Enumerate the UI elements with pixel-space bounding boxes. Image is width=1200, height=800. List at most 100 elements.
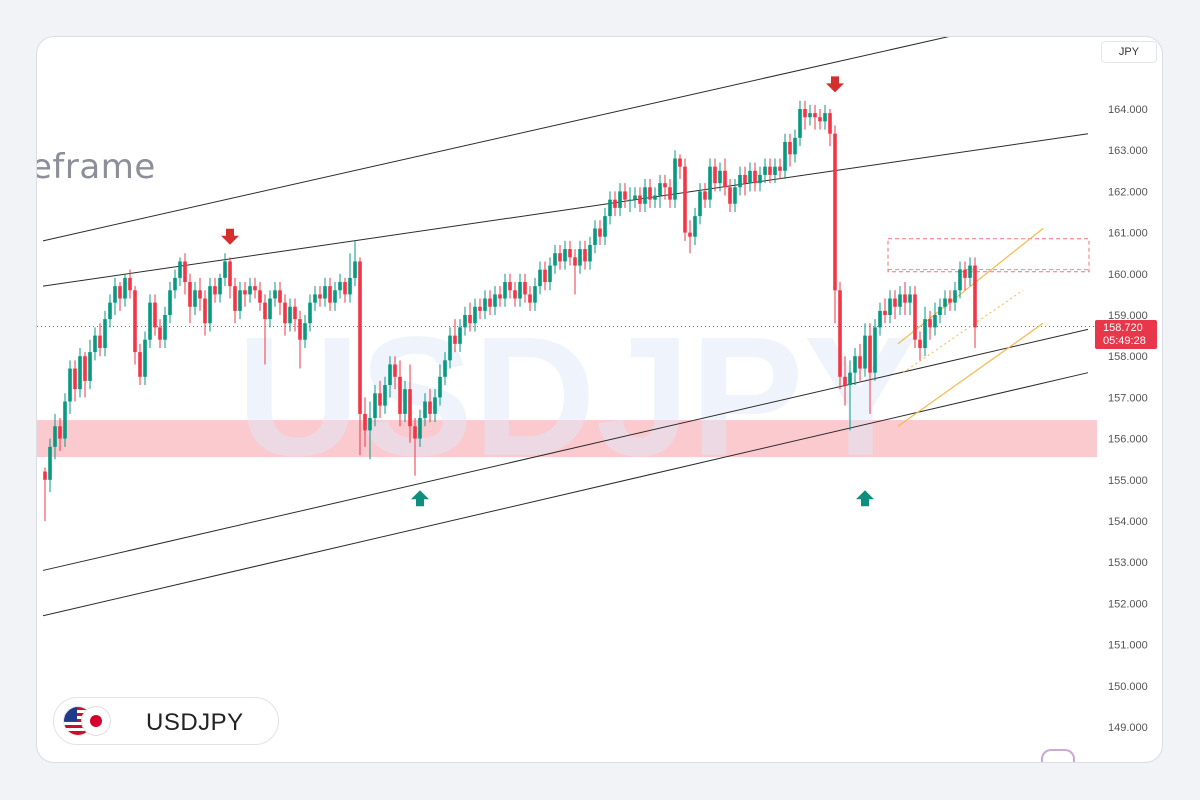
candle-body <box>523 282 527 295</box>
candle-body <box>403 389 407 414</box>
candle-body <box>838 290 842 377</box>
candle-body <box>538 269 542 287</box>
candle-body <box>938 306 942 315</box>
brand-logo-icon <box>1041 749 1075 762</box>
candle-body <box>673 158 677 200</box>
candle-body <box>918 339 922 348</box>
candle-body <box>543 269 547 283</box>
candle-body <box>883 310 887 315</box>
candle-body <box>603 216 607 237</box>
candle-body <box>468 315 472 324</box>
candle-body <box>903 294 907 303</box>
candle-body <box>128 277 132 291</box>
candle-body <box>363 413 367 431</box>
y-tick-label: 162.000 <box>1108 186 1148 198</box>
candle-body <box>73 368 77 390</box>
y-tick-label: 149.000 <box>1108 722 1148 734</box>
candle-body <box>43 471 47 480</box>
down-arrow-icon <box>826 76 844 93</box>
current-price-tag: 158.720 05:49:28 <box>1095 320 1157 349</box>
candle-body <box>518 282 522 299</box>
candle-body <box>278 290 282 303</box>
candle-body <box>933 315 937 328</box>
candle-body <box>533 286 537 303</box>
y-tick-label: 160.000 <box>1108 269 1148 281</box>
candle-body <box>378 393 382 406</box>
y-tick-label: 152.000 <box>1108 598 1148 610</box>
candle-body <box>813 113 817 118</box>
candle-body <box>283 302 287 324</box>
candle-body <box>798 109 802 138</box>
candle-body <box>418 418 422 439</box>
candle-body <box>828 113 832 134</box>
candle-body <box>583 249 587 262</box>
candle-body <box>93 335 97 353</box>
candle-body <box>623 191 627 200</box>
candlestick-chart[interactable]: USDJPY 164.000 163.000 162.000 161.000 160.0… <box>37 37 1163 763</box>
y-tick-label: 156.000 <box>1108 434 1148 446</box>
candle-body <box>168 290 172 315</box>
candle-body <box>783 141 787 171</box>
candle-body <box>148 302 152 340</box>
candle-body <box>473 306 477 324</box>
candle-body <box>738 174 742 188</box>
candle-body <box>253 286 257 291</box>
symbol-pill[interactable]: USDJPY <box>53 697 279 745</box>
candle-body <box>58 426 62 439</box>
y-tick-label: 163.000 <box>1108 145 1148 157</box>
y-tick-label: 151.000 <box>1108 640 1148 652</box>
candle-body <box>668 187 672 200</box>
candle-body <box>243 290 247 295</box>
candle-body <box>633 195 637 200</box>
candle-body <box>778 166 782 171</box>
candle-body <box>528 294 532 303</box>
candle-body <box>393 364 397 377</box>
down-arrow-icon <box>221 228 239 245</box>
candle-body <box>338 282 342 291</box>
candle-body <box>333 290 337 303</box>
candle-body <box>193 290 197 307</box>
candle-body <box>413 426 417 439</box>
candle-body <box>173 277 177 291</box>
candle-body <box>233 286 237 311</box>
candle-body <box>388 364 392 386</box>
candle-body <box>78 356 82 390</box>
candle-body <box>943 298 947 307</box>
candle-body <box>88 352 92 381</box>
candle-body <box>923 319 927 348</box>
candle-body <box>613 199 617 208</box>
candle-body <box>373 393 377 418</box>
channel-line <box>42 133 1089 287</box>
candle-body <box>658 183 662 196</box>
candle-body <box>898 294 902 307</box>
candle-body <box>818 117 822 122</box>
candle-body <box>763 166 767 175</box>
candle-body <box>823 113 827 122</box>
candle-body <box>688 232 692 237</box>
candle-body <box>663 183 667 188</box>
candle-body <box>498 294 502 299</box>
candle-body <box>153 302 157 328</box>
jp-flag-icon <box>82 707 110 735</box>
candle-body <box>433 397 437 414</box>
candle-body <box>848 372 852 386</box>
candle-body <box>548 265 552 283</box>
candle-body <box>948 298 952 303</box>
candle-body <box>453 335 457 344</box>
y-tick-label: 158.000 <box>1108 351 1148 363</box>
candle-body <box>873 327 877 373</box>
candle-body <box>618 191 622 208</box>
candle-body <box>248 286 252 295</box>
candle-body <box>493 294 497 307</box>
candle-body <box>108 302 112 320</box>
candle-body <box>163 315 167 340</box>
candle-body <box>733 187 737 204</box>
wedge-line <box>897 322 1044 427</box>
candle-body <box>183 261 187 283</box>
y-tick-label: 159.000 <box>1108 310 1148 322</box>
candle-body <box>853 356 857 373</box>
symbol-name: USDJPY <box>146 709 244 736</box>
candle-body <box>313 294 317 303</box>
candle-body <box>438 376 442 398</box>
currency-badge[interactable]: JPY <box>1101 41 1157 63</box>
